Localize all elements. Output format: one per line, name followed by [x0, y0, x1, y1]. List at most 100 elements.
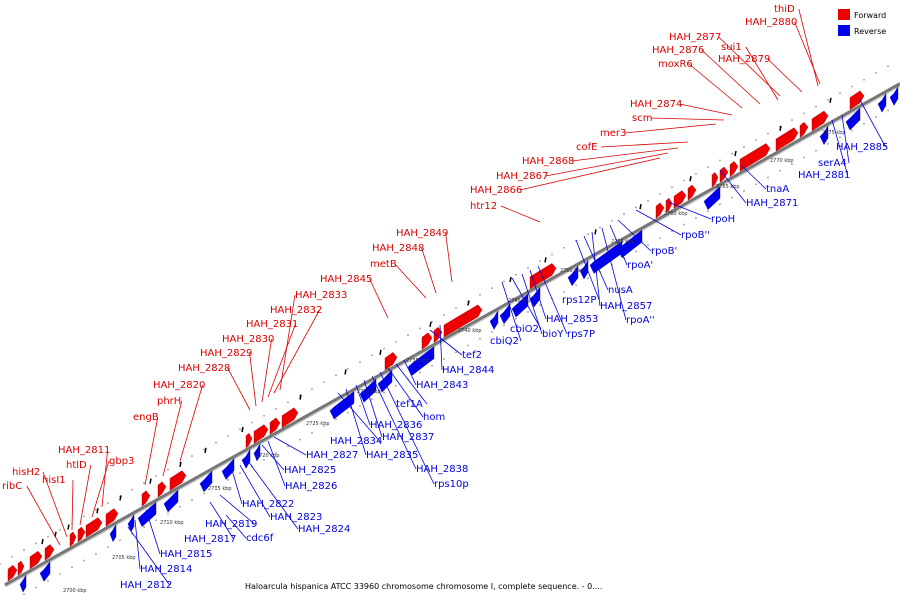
forward-gene: [69, 531, 77, 547]
reverse-leader-rpob: [635, 209, 682, 236]
reverse-leader-hah-2824: [247, 460, 299, 530]
tick-dot: [23, 549, 25, 552]
reverse-label-hah-2824: HAH_2824: [298, 524, 350, 535]
reverse-leader-hah-2812: [127, 526, 170, 586]
tick-dot: [59, 529, 61, 531]
forward-leader-engb: [144, 416, 159, 486]
tick-dot: [803, 156, 805, 159]
gene-features: [7, 85, 899, 593]
forward-gene: [655, 202, 665, 219]
tick-dot: [467, 344, 469, 347]
reverse-label-tnaa: tnaA: [766, 184, 789, 195]
reverse-leader-hah-2844: [439, 324, 443, 371]
reverse-leader-hah-2837: [363, 379, 383, 438]
tick-dot: [587, 277, 589, 280]
forward-leader-mer3: [624, 123, 717, 134]
marker: [149, 478, 152, 484]
forward-gene: [245, 432, 253, 449]
tick-dot: [83, 515, 85, 518]
marker: [509, 276, 512, 283]
tick-dot: [47, 535, 49, 538]
marker: [179, 461, 182, 467]
kbp-tick-label: 2705 kbp: [112, 555, 136, 561]
forward-leader-ribc: [26, 485, 61, 546]
reverse-leader-hah-2885: [859, 99, 886, 148]
tick-dot: [887, 65, 889, 68]
reverse-gene: [819, 125, 829, 146]
tick-dot: [707, 210, 709, 213]
reverse-label-rpob: rpoB'': [681, 230, 710, 241]
reverse-leader-hah-2823: [239, 464, 271, 518]
tick-dot: [443, 358, 445, 360]
tick-dot: [419, 371, 421, 374]
forward-gene: [169, 470, 187, 491]
forward-leader-hah-2868: [571, 147, 679, 162]
marker: [734, 150, 737, 157]
tick-dot: [671, 230, 673, 233]
reverse-leader-bioy: [521, 273, 543, 335]
kbp-tick-label: 2700 kbp: [63, 588, 87, 594]
forward-label-ribc: ribC: [2, 481, 22, 492]
kbp-tick-label: 2720 kbp: [256, 453, 280, 459]
reverse-gene: [499, 303, 511, 325]
forward-label-hah-2874: HAH_2874: [630, 99, 682, 110]
forward-label-hah-2849: HAH_2849: [396, 228, 448, 239]
tick-dot: [791, 119, 793, 121]
reverse-label-rpob: rpoB': [651, 246, 677, 257]
tick-dot: [59, 573, 61, 575]
tick-dot: [731, 152, 733, 155]
forward-leader-phrh: [162, 400, 183, 477]
forward-label-hah-2833: HAH_2833: [295, 290, 347, 301]
forward-gene: [7, 564, 18, 582]
tick-dot: [791, 163, 793, 165]
tick-dot: [371, 354, 373, 357]
reverse-leader-rps7p: [537, 265, 568, 335]
reverse-label-cbio2: cbiO2: [510, 324, 539, 335]
forward-gene: [281, 407, 299, 429]
forward-gene: [105, 508, 119, 527]
forward-gene: [77, 526, 86, 543]
forward-leader-hah-2867: [545, 152, 669, 177]
tick-dot: [455, 351, 457, 354]
reverse-label-tef1a: tef1A: [396, 399, 423, 410]
tick-dot: [107, 546, 109, 549]
kbp-tick-label: 2730 kbp: [357, 389, 381, 395]
tick-dot: [35, 586, 37, 589]
kbp-tick-label: 2775 kbp: [822, 130, 846, 136]
tick-dot: [239, 472, 241, 475]
reverse-leader-nusa: [583, 235, 609, 291]
forward-label-hah-2879: HAH_2879: [718, 54, 770, 65]
reverse-label-hah-2812: HAH_2812: [120, 580, 172, 591]
forward-label-hah-2831: HAH_2831: [246, 319, 298, 330]
tick-dot: [539, 304, 541, 307]
reverse-leader-hah-2836: [355, 384, 371, 426]
reverse-label-rpoa: rpoA': [627, 260, 653, 271]
tick-dot: [191, 455, 193, 457]
reverse-label-hah-2825: HAH_2825: [284, 465, 336, 476]
tick-dot: [455, 307, 457, 310]
marker: [779, 125, 782, 131]
marker: [639, 204, 642, 210]
tick-dot: [203, 448, 205, 451]
reverse-leader-rpoh: [667, 201, 712, 220]
reverse-label-bioy: bioY: [542, 329, 564, 340]
tick-dot: [755, 183, 757, 186]
forward-leader-hah-2831: [267, 323, 296, 398]
tick-dot: [263, 414, 265, 417]
reverse-gene: [253, 443, 261, 462]
kbp-tick-label: 2745 kbp: [508, 298, 532, 304]
tick-dot: [383, 391, 385, 394]
reverse-leader-rps10p: [379, 371, 435, 485]
tick-dot: [11, 555, 13, 558]
tick-dot: [623, 213, 625, 216]
reverse-label-hah-2837: HAH_2837: [382, 432, 434, 443]
kbp-tick-label: 2760 kbp: [664, 211, 688, 217]
tick-dot: [827, 99, 829, 101]
marker: [67, 524, 70, 530]
tick-dot: [323, 381, 325, 384]
forward-gene: [799, 121, 809, 139]
forward-leader-hah-2820: [179, 384, 203, 462]
reverse-label-rps7p: rps7P: [567, 329, 595, 340]
tick-dot: [95, 552, 97, 555]
marker: [829, 97, 832, 103]
